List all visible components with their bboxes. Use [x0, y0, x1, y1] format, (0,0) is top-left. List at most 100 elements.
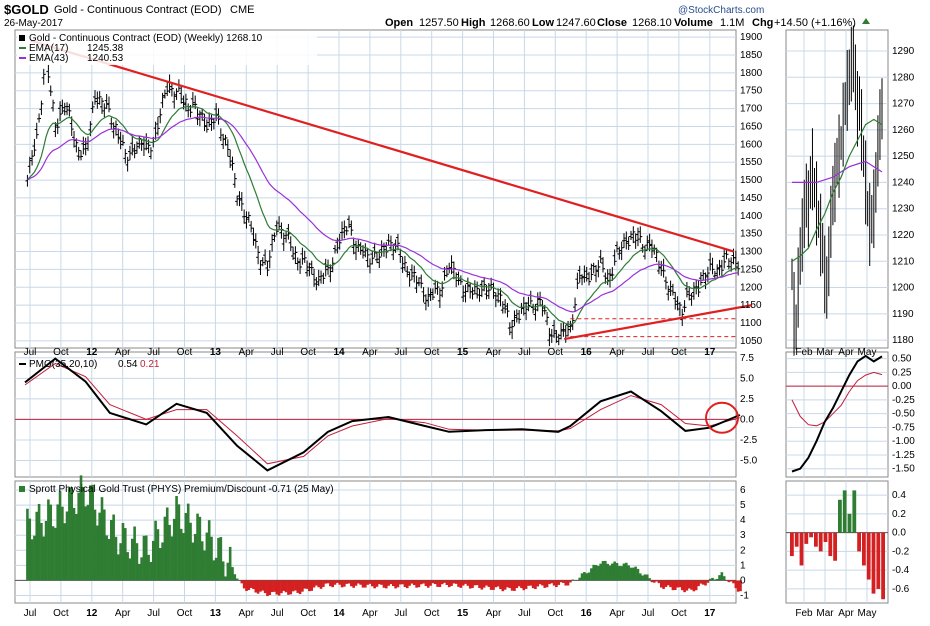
premium-bar: [415, 580, 418, 587]
premium-bar: [338, 580, 341, 584]
premium-bar: [215, 558, 218, 581]
x-tick-label-price: 12: [86, 347, 98, 358]
premium-bar: [702, 580, 705, 584]
ohlc-readout: Open 1257.50 High 1268.60 Low 1247.60 Cl…: [385, 17, 870, 29]
x-tick-label-bottom: Oct: [424, 608, 440, 619]
premium-bar: [690, 580, 693, 589]
premium-bar: [348, 580, 351, 583]
y-tick-label-price: 1200: [740, 282, 763, 293]
ema43-name: EMA(43): [29, 53, 68, 64]
watermark: @StockCharts.com: [678, 5, 764, 16]
premium-bar: [275, 580, 278, 594]
premium-bar: [518, 580, 521, 586]
premium-bar: [345, 580, 348, 583]
chg-label: Chg: [752, 17, 773, 29]
premium-bar: [499, 580, 502, 589]
premium-bar: [105, 535, 108, 580]
y-tick-label-price: 1300: [740, 247, 763, 258]
premium-bar: [243, 580, 246, 588]
premium-bar: [26, 509, 29, 581]
premium-bar: [194, 534, 197, 580]
premium-bar: [627, 565, 630, 580]
close-value: 1268.10: [632, 17, 672, 29]
y-tick-label-premium: 2: [740, 545, 746, 556]
premium-bar: [220, 537, 223, 580]
high-value: 1268.60: [490, 17, 530, 29]
x-tick-label-price: Jul: [518, 347, 531, 358]
premium-bar: [693, 580, 696, 591]
x-tick-label-price: 13: [210, 347, 222, 358]
premium-bar: [38, 504, 41, 580]
premium-bar: [185, 513, 188, 580]
daily-premium-bar: [843, 490, 847, 532]
premium-bar: [460, 580, 463, 587]
premium-bar: [254, 580, 257, 592]
premium-bar: [481, 580, 484, 589]
premium-bar: [427, 580, 430, 587]
premium-bar: [669, 580, 672, 587]
y-tick-label-premium: 5: [740, 500, 746, 511]
daily-y-tick-label-pmo: -1.50: [892, 464, 915, 475]
premium-bar: [126, 552, 129, 580]
premium-bar: [331, 580, 334, 587]
daily-premium-bar: [848, 514, 852, 533]
premium-bar: [653, 580, 656, 582]
premium-bar: [474, 580, 477, 585]
premium-bar: [562, 580, 565, 583]
premium-bar: [59, 491, 62, 580]
premium-bar: [322, 580, 325, 587]
daily-x-tick-label-bottom: May: [858, 608, 877, 619]
premium-bar: [231, 567, 234, 580]
premium-bar: [658, 580, 661, 583]
premium-bar: [583, 572, 586, 580]
premium-bar: [655, 580, 658, 581]
premium-bar: [266, 580, 269, 596]
premium-bar: [630, 568, 633, 581]
x-tick-label-price: Apr: [609, 347, 625, 358]
instrument-name: Gold - Continuous Contract (EOD): [54, 4, 222, 16]
premium-bar: [721, 572, 724, 580]
premium-bar: [164, 517, 167, 581]
premium-bar: [364, 580, 367, 587]
premium-bar: [534, 580, 537, 589]
x-tick-label-price: Oct: [177, 347, 193, 358]
premium-bar: [718, 575, 721, 580]
premium-bar: [646, 575, 649, 581]
premium-bar: [425, 580, 428, 586]
premium-bar: [108, 539, 111, 580]
premium-bar: [110, 520, 113, 580]
premium-bar: [385, 580, 388, 588]
premium-bar: [618, 566, 621, 580]
premium-bar: [502, 580, 505, 591]
premium-bar: [488, 580, 491, 587]
premium-bar: [115, 537, 118, 581]
x-tick-label-price: Apr: [239, 347, 255, 358]
premium-bar: [525, 580, 528, 588]
pmo-value: 0.54: [118, 359, 138, 370]
premium-bar: [33, 536, 36, 581]
x-tick-label-bottom: Apr: [239, 608, 255, 619]
y-tick-label-price: 1550: [740, 157, 763, 168]
y-tick-label-price: 1400: [740, 211, 763, 222]
daily-y-tick-label-price: 1190: [892, 309, 914, 320]
premium-bar: [131, 539, 134, 581]
y-tick-label-pmo: 0.0: [740, 414, 754, 425]
premium-bar: [282, 580, 285, 591]
premium-bar: [140, 557, 143, 580]
premium-bar: [723, 576, 726, 580]
premium-bar: [250, 580, 253, 588]
premium-bar: [159, 548, 162, 580]
premium-bar: [234, 574, 237, 580]
ema43-value: 1240.53: [87, 53, 124, 64]
premium-bar: [317, 580, 320, 587]
premium-bar: [681, 580, 684, 590]
x-tick-label-price: Apr: [362, 347, 378, 358]
premium-bar: [443, 580, 446, 582]
premium-bar: [245, 580, 248, 591]
premium-bar: [359, 580, 362, 584]
premium-bar: [557, 580, 560, 584]
premium-bar: [478, 580, 481, 588]
premium-bar: [248, 580, 251, 590]
high-label: High: [461, 17, 486, 29]
premium-bar: [590, 568, 593, 580]
